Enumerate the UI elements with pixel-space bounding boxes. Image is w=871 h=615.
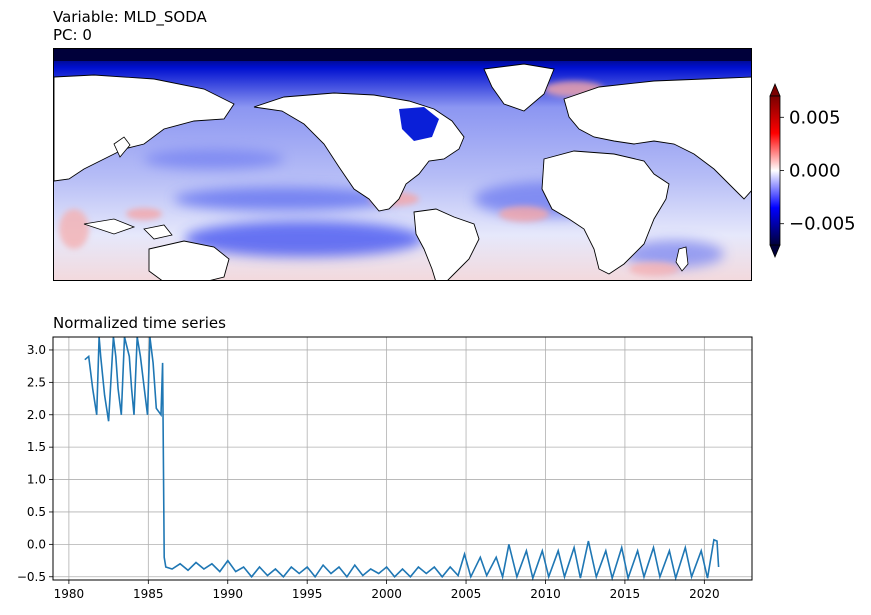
world-map-icon — [54, 49, 751, 280]
colorbar-tick-label: 0.005 — [789, 107, 841, 128]
y-tick-label: 0.0 — [27, 537, 46, 551]
pc-title: PC: 0 — [53, 26, 92, 44]
x-tick-label: 1990 — [212, 587, 243, 601]
colorbar-max-arrow — [769, 82, 781, 97]
colorbar: 0.005 0.000 −0.005 — [769, 82, 856, 259]
colorbar-tick-label: 0.000 — [789, 161, 841, 182]
x-axis: 1980 1985 1990 1995 2000 2005 2010 2015 2020 — [54, 580, 720, 601]
x-tick-label: 2015 — [610, 587, 641, 601]
variable-title: Variable: MLD_SODA — [53, 8, 207, 26]
y-axis: −0.5 0.0 0.5 1.0 1.5 2.0 2.5 3.0 — [17, 343, 53, 584]
x-tick-label: 1985 — [133, 587, 164, 601]
y-tick-label: 2.0 — [27, 408, 46, 422]
y-tick-label: 1.0 — [27, 473, 46, 487]
x-tick-label: 2000 — [371, 587, 402, 601]
colorbar-gradient — [769, 95, 781, 246]
y-tick-label: 1.5 — [27, 440, 46, 454]
world-map-panel — [53, 48, 752, 281]
y-tick-label: 3.0 — [27, 343, 46, 357]
series-line — [84, 336, 720, 582]
colorbar-min-arrow — [769, 244, 781, 259]
x-tick-label: 2005 — [451, 587, 482, 601]
colorbar-tick-label: −0.005 — [789, 214, 856, 235]
chart-title: Normalized time series — [53, 314, 226, 332]
y-tick-label: −0.5 — [17, 570, 46, 584]
x-tick-label: 2010 — [530, 587, 561, 601]
plot-frame — [52, 336, 753, 581]
x-tick-label: 1980 — [54, 587, 85, 601]
x-tick-label: 1995 — [292, 587, 323, 601]
x-tick-label: 2020 — [689, 587, 720, 601]
chart-grid — [53, 337, 752, 580]
y-tick-label: 2.5 — [27, 375, 46, 389]
y-tick-label: 0.5 — [27, 505, 46, 519]
